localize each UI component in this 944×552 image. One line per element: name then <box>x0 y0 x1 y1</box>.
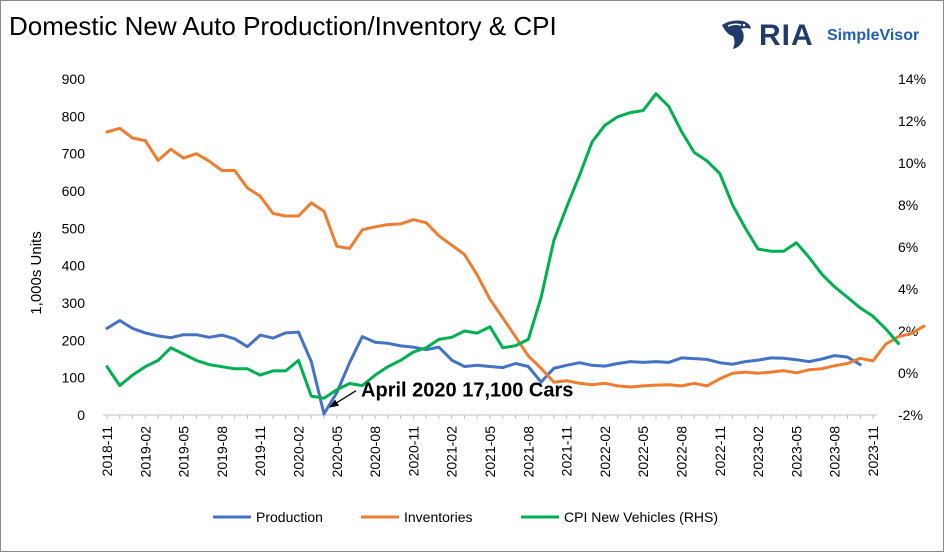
left-axis: 0 100 200 300 400 500 600 700 800 900 <box>62 71 86 423</box>
ria-simplevisor-logo: RIA SimpleVisor <box>719 17 939 57</box>
right-tick-label: 10% <box>898 155 926 171</box>
x-tick-label: 2022-08 <box>674 426 690 478</box>
series-line-production <box>105 319 862 416</box>
series-line-cpi-new-vehicles-rhs <box>105 92 900 400</box>
right-tick-label: 0% <box>898 365 918 381</box>
right-axis: -2%0%2%4%6%8%10%12%14% <box>898 71 926 423</box>
x-tick-label: 2023-05 <box>788 426 804 478</box>
x-axis: 2018-11 2019-02 2019-05 2019-08 2019-11 2020-… <box>99 414 881 478</box>
legend-label: Production <box>256 509 323 525</box>
legend-label: CPI New Vehicles (RHS) <box>564 509 718 525</box>
logo-product: SimpleVisor <box>827 27 920 44</box>
right-tick-label: -2% <box>898 407 923 423</box>
x-tick-label: 2022-11 <box>712 426 728 477</box>
x-tick-label: 2020-11 <box>405 426 421 477</box>
x-tick-label: 2020-05 <box>329 426 345 478</box>
left-tick-label: 300 <box>62 295 86 311</box>
chart-title: Domestic New Auto Production/Inventory &… <box>9 11 557 41</box>
x-tick-label: 2021-05 <box>482 426 498 478</box>
x-tick-label: 2022-02 <box>597 426 613 478</box>
left-tick-label: 900 <box>62 71 86 87</box>
legend-label: Inventories <box>404 509 472 525</box>
x-tick-label: 2020-08 <box>367 426 383 478</box>
x-tick-label: 2018-11 <box>99 426 115 477</box>
right-tick-label: 4% <box>898 281 918 297</box>
annotation: April 2020 17,100 Cars <box>329 380 573 408</box>
x-tick-label: 2019-02 <box>137 426 153 478</box>
right-tick-label: 6% <box>898 239 918 255</box>
eagle-icon <box>722 20 751 49</box>
x-tick-label: 2019-08 <box>214 426 230 478</box>
x-tick-label: 2021-08 <box>520 426 536 478</box>
left-tick-label: 100 <box>62 370 86 386</box>
series-layer <box>105 92 926 416</box>
x-tick-label: 2020-02 <box>291 426 307 478</box>
left-tick-label: 600 <box>62 183 86 199</box>
right-tick-label: 14% <box>898 71 926 87</box>
series-line-inventories <box>105 126 926 389</box>
legend: Production Inventories CPI New Vehicles (R… <box>213 509 718 525</box>
right-tick-label: 8% <box>898 197 918 213</box>
x-tick-label: 2019-11 <box>252 426 268 477</box>
left-tick-label: 200 <box>62 332 86 348</box>
annotation-text: April 2020 17,100 Cars <box>361 380 573 402</box>
annotation-arrow-head <box>329 399 340 408</box>
y-axis-label: 1,000s Units <box>28 231 45 314</box>
left-tick-label: 400 <box>62 258 86 274</box>
left-tick-label: 800 <box>62 108 86 124</box>
x-tick-label: 2021-02 <box>444 426 460 478</box>
logo-brand: RIA <box>759 19 814 52</box>
left-tick-label: 500 <box>62 220 86 236</box>
x-tick-label: 2019-05 <box>176 426 192 478</box>
left-tick-label: 0 <box>77 407 85 423</box>
left-tick-label: 700 <box>62 146 86 162</box>
x-tick-label: 2023-11 <box>865 426 881 477</box>
x-tick-label: 2023-02 <box>750 426 766 478</box>
x-tick-label: 2022-05 <box>635 426 651 478</box>
right-tick-label: 12% <box>898 113 926 129</box>
x-tick-label: 2023-08 <box>827 426 843 478</box>
x-tick-label: 2021-11 <box>559 426 575 477</box>
